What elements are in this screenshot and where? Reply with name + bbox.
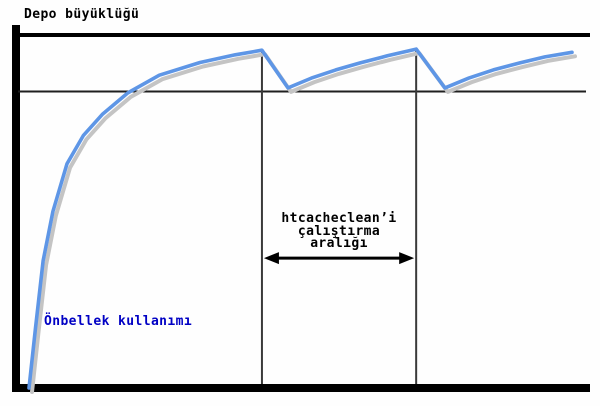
- y-axis-label: Depo büyüklüğü: [24, 7, 140, 22]
- annotation-line-1: htcacheclean’i: [281, 211, 397, 226]
- x-axis-line: [12, 384, 590, 392]
- y-axis-line: [12, 25, 20, 392]
- storage-size-line: [18, 33, 590, 37]
- interval-arrow-right-head: [399, 252, 415, 265]
- annotation-line-2: çalıştırma: [297, 223, 381, 239]
- cache-usage-curve: [27, 47, 574, 390]
- curve-label: Önbellek kullanımı: [44, 314, 193, 329]
- annotation-line-3: aralığı: [310, 236, 368, 251]
- interval-arrow-left-head: [263, 252, 279, 265]
- cleaning-interval-annotation: htcacheclean’i çalıştırma aralığı: [262, 211, 416, 251]
